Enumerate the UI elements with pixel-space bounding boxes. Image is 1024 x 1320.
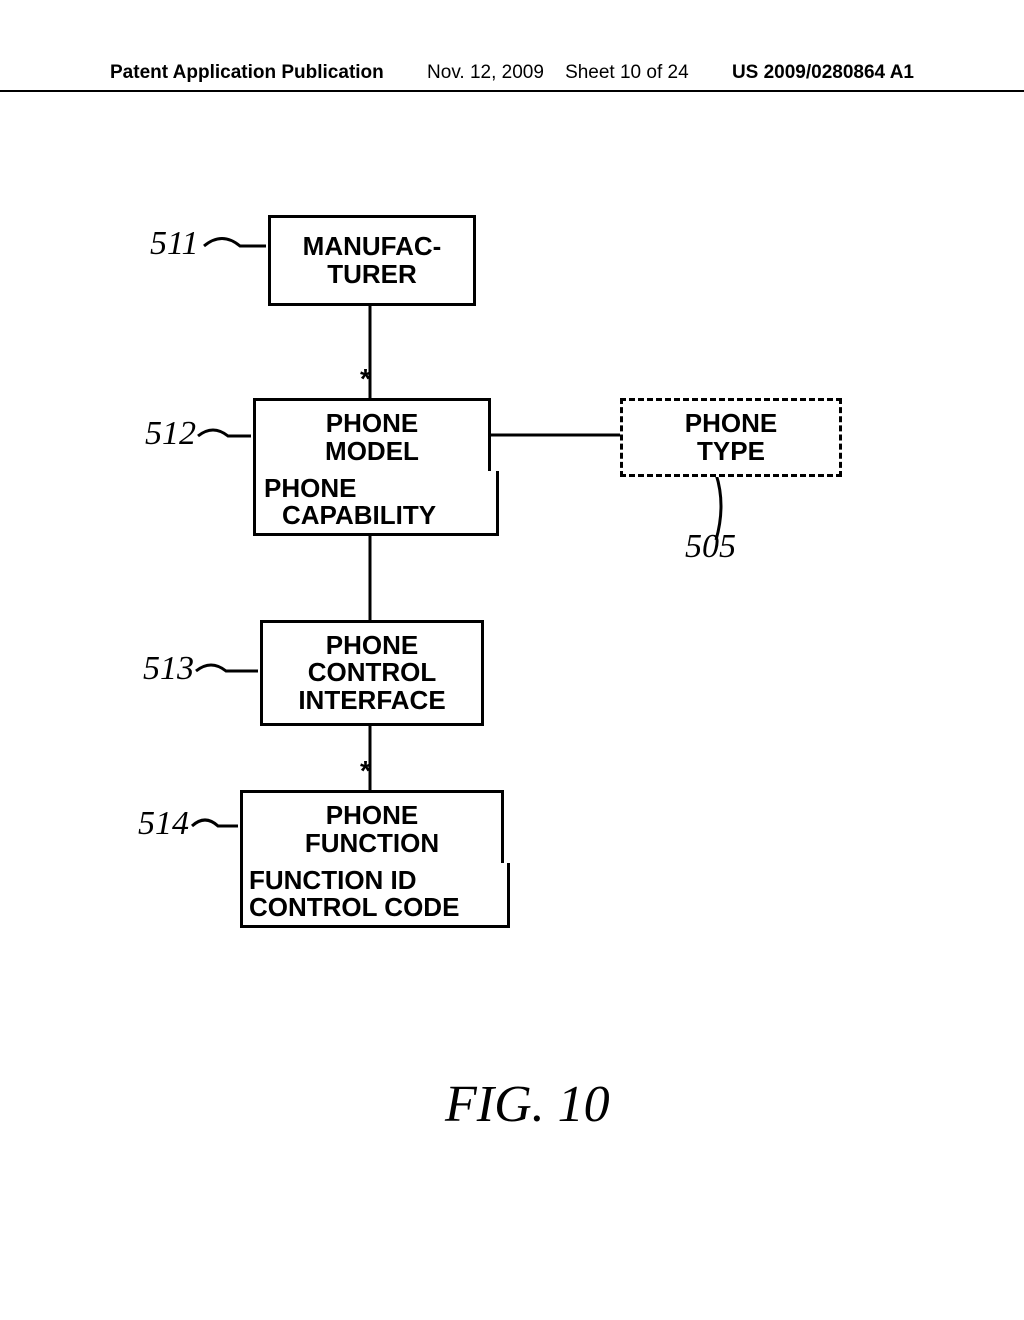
- box-phone-capability-line2: CAPABILITY: [264, 502, 496, 529]
- box-pci-line3: INTERFACE: [263, 687, 481, 714]
- box-function-id: FUNCTION ID CONTROL CODE: [240, 863, 510, 928]
- box-pci-line2: CONTROL: [263, 659, 481, 686]
- box-pci-line1: PHONE: [263, 632, 481, 659]
- asterisk-1: *: [360, 363, 371, 395]
- box-function-id-line1: FUNCTION ID: [249, 867, 507, 894]
- ref-514: 514: [138, 805, 189, 843]
- box-phone-type: PHONE TYPE: [620, 398, 842, 477]
- box-function-id-line2: CONTROL CODE: [249, 894, 507, 921]
- box-phone-model-line1: PHONE: [256, 410, 488, 437]
- box-phone-control-interface: PHONE CONTROL INTERFACE: [260, 620, 484, 726]
- box-manufacturer-line1: MANUFAC-: [271, 233, 473, 260]
- leader-514: [192, 820, 238, 826]
- page-root: Patent Application Publication Nov. 12, …: [0, 0, 1024, 1320]
- box-phone-function-line1: PHONE: [243, 802, 501, 829]
- box-phone-function: PHONE FUNCTION: [240, 790, 504, 869]
- box-phone-function-line2: FUNCTION: [243, 830, 501, 857]
- ref-511: 511: [150, 225, 198, 263]
- box-manufacturer-line2: TURER: [271, 261, 473, 288]
- box-phone-model-line2: MODEL: [256, 438, 488, 465]
- box-manufacturer: MANUFAC- TURER: [268, 215, 476, 306]
- ref-512: 512: [145, 415, 196, 453]
- box-phone-type-line1: PHONE: [623, 410, 839, 437]
- box-phone-model: PHONE MODEL: [253, 398, 491, 477]
- box-phone-type-line2: TYPE: [623, 438, 839, 465]
- leader-512: [198, 430, 251, 436]
- box-phone-capability: PHONE CAPABILITY: [253, 471, 499, 536]
- ref-505: 505: [685, 528, 736, 566]
- asterisk-2: *: [360, 755, 371, 787]
- box-phone-capability-line1: PHONE: [264, 475, 496, 502]
- ref-513: 513: [143, 650, 194, 688]
- leader-513: [196, 665, 258, 671]
- figure-label: FIG. 10: [445, 1075, 610, 1134]
- leader-511: [204, 239, 266, 247]
